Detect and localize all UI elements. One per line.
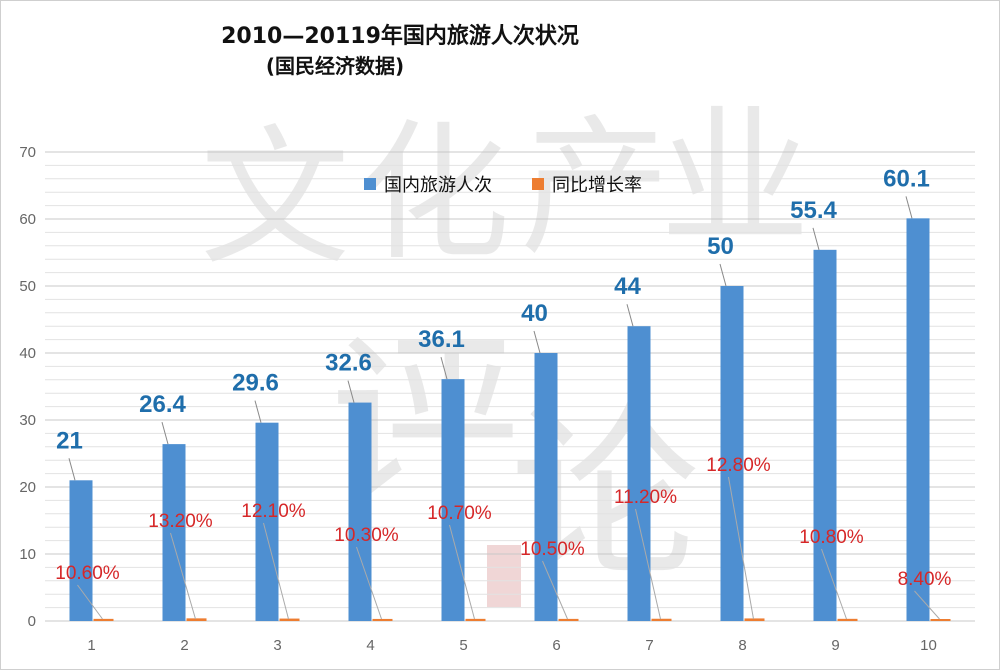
x-tick-label: 5 <box>459 637 467 654</box>
y-tick-label: 70 <box>19 144 36 161</box>
growth-value-label: 11.20% <box>614 487 677 508</box>
legend-label-visitors: 国内旅游人次 <box>384 175 492 196</box>
growth-bar <box>930 619 951 621</box>
growth-bar <box>186 618 207 621</box>
x-tick-label: 7 <box>645 637 653 654</box>
visitor-bar <box>255 422 279 621</box>
visitor-value-label: 26.4 <box>139 391 186 418</box>
legend-label-growth: 同比增长率 <box>552 175 642 196</box>
x-tick-label: 9 <box>831 637 839 654</box>
visitor-value-label: 36.1 <box>418 326 465 353</box>
y-tick-label: 30 <box>19 412 36 429</box>
leader-line <box>728 476 754 620</box>
legend-swatch-growth <box>532 178 544 190</box>
visitor-bar <box>348 402 372 621</box>
growth-value-label: 13.20% <box>148 511 213 532</box>
leader-line <box>68 458 76 481</box>
visitor-value-label: 60.1 <box>883 165 930 192</box>
x-tick-label: 1 <box>87 637 95 654</box>
growth-value-label: 10.70% <box>427 503 492 524</box>
growth-value-label: 12.80% <box>706 455 771 476</box>
leader-line <box>263 522 289 620</box>
leader-line <box>356 546 382 620</box>
y-tick-label: 20 <box>19 479 36 496</box>
visitor-value-label: 21 <box>56 427 83 454</box>
leader-line <box>542 560 568 620</box>
legend-swatch-visitors <box>364 178 376 190</box>
x-tick-label: 2 <box>180 637 188 654</box>
visitor-value-label: 40 <box>521 300 548 327</box>
growth-value-label: 10.30% <box>334 525 399 546</box>
growth-bar <box>558 618 579 621</box>
visitor-value-label: 44 <box>614 273 641 300</box>
growth-bar <box>93 618 114 621</box>
title-block: 2010—20119年国内旅游人次状况 (国民经济数据) <box>150 22 650 80</box>
leader-line <box>170 532 196 620</box>
growth-bar <box>279 618 300 621</box>
x-tick-label: 10 <box>920 637 937 654</box>
y-tick-label: 40 <box>19 345 36 362</box>
chart-title: 2010—20119年国内旅游人次状况 <box>221 24 579 49</box>
leader-line <box>719 263 727 287</box>
axis-layer: 0 10 20 30 40 50 60 70 1 2 3 4 5 6 7 8 9 10 <box>19 144 937 654</box>
leader-line <box>77 584 103 620</box>
leader-line <box>905 196 913 219</box>
leader-line <box>626 304 634 327</box>
growth-bar <box>465 618 486 621</box>
leader-line <box>449 524 475 620</box>
y-tick-label: 60 <box>19 211 36 228</box>
visitor-value-label: 55.4 <box>790 197 837 224</box>
visitor-bar <box>534 353 558 621</box>
growth-value-label: 10.80% <box>799 527 864 548</box>
leader-line <box>821 548 847 620</box>
y-tick-label: 50 <box>19 278 36 295</box>
leader-line <box>914 590 940 620</box>
legend: 国内旅游人次 同比增长率 <box>364 175 642 196</box>
visitor-value-label: 29.6 <box>232 370 279 397</box>
leader-line <box>533 330 541 354</box>
growth-value-label: 10.50% <box>520 539 585 560</box>
leader-line <box>812 227 820 250</box>
y-tick-label: 10 <box>19 546 36 563</box>
x-tick-label: 6 <box>552 637 560 654</box>
x-tick-label: 3 <box>273 637 281 654</box>
visitor-bar <box>720 286 744 621</box>
growth-bar <box>744 618 765 621</box>
x-tick-label: 4 <box>366 637 374 654</box>
visitor-bar <box>162 444 186 621</box>
visitor-bar <box>69 480 93 621</box>
y-tick-label: 0 <box>28 613 36 630</box>
leader-line <box>347 380 355 403</box>
visitor-value-label: 32.6 <box>325 350 372 377</box>
leader-line <box>440 356 448 380</box>
growth-value-label: 8.40% <box>898 569 952 590</box>
leader-line <box>635 508 661 620</box>
growth-bar <box>651 618 672 621</box>
visitor-value-label: 50 <box>707 233 734 260</box>
visitor-bar <box>441 379 465 621</box>
leader-line <box>254 400 262 423</box>
label-layer: 21 26.4 29.6 32.6 36.1 40 44 50 55.4 60.1 10.60% 13… <box>55 165 952 620</box>
visitor-bar <box>627 326 651 621</box>
visitor-bar <box>906 218 930 621</box>
growth-value-label: 10.60% <box>55 563 120 584</box>
growth-value-label: 12.10% <box>241 501 306 522</box>
chart-subtitle: (国民经济数据) <box>265 54 405 78</box>
visitor-bar <box>813 249 837 621</box>
growth-bar <box>372 618 393 621</box>
leader-line <box>161 421 169 445</box>
x-tick-label: 8 <box>738 637 746 654</box>
growth-bar <box>837 618 858 621</box>
